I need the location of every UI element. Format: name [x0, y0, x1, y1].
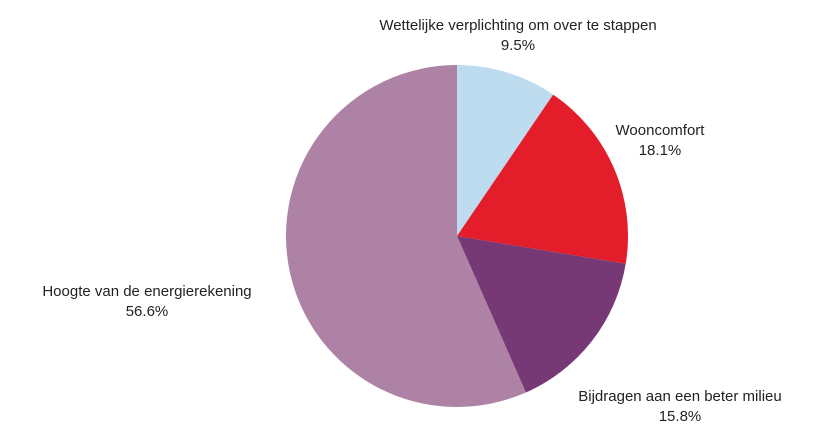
- slice-label: Hoogte van de energierekening: [42, 283, 251, 300]
- slice-value-label: 15.8%: [659, 408, 702, 425]
- slice-label: Wettelijke verplichting om over te stapp…: [379, 17, 656, 34]
- slice-label: Wooncomfort: [616, 122, 706, 139]
- pie-slice: [285, 65, 526, 408]
- slice-value-label: 9.5%: [501, 37, 535, 54]
- slice-value-label: 18.1%: [639, 142, 682, 159]
- slice-value-label: 56.6%: [126, 303, 169, 320]
- pie-slice: [457, 65, 554, 236]
- slice-label: Bijdragen aan een beter milieu: [578, 388, 781, 405]
- pie-slice: [457, 94, 628, 264]
- pie-slice: [457, 236, 626, 393]
